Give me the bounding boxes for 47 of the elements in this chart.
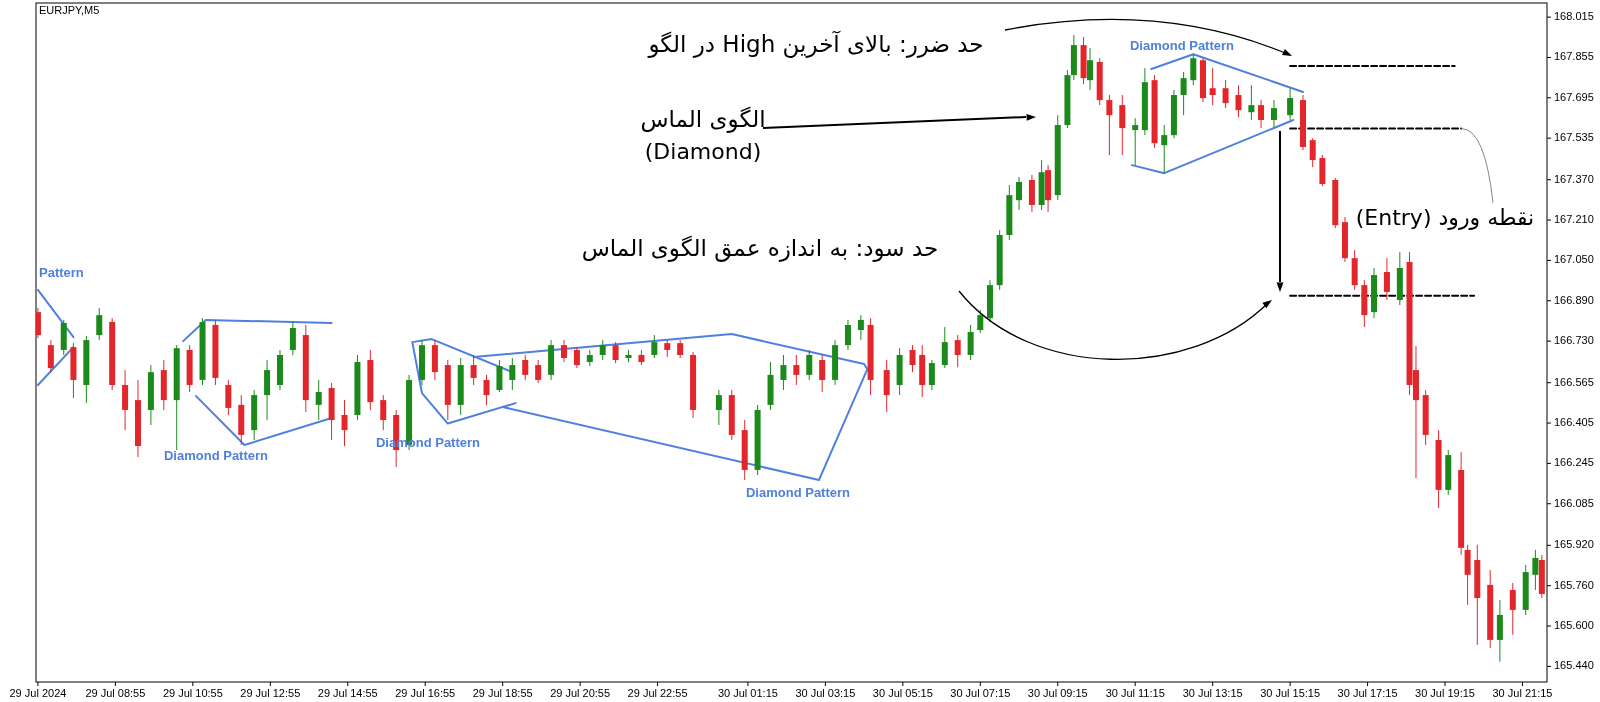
y-tick-label: 166.085: [1554, 496, 1594, 509]
x-tick-label: 29 Jul 10:55: [162, 687, 223, 699]
y-tick-label: 167.535: [1554, 131, 1594, 144]
annotation: Diamond Pattern: [1129, 38, 1235, 53]
x-tick-label: 29 Jul 12:55: [240, 687, 301, 699]
x-tick-label: 30 Jul 17:15: [1337, 687, 1398, 699]
annotation: EURJPY,M5: [39, 4, 100, 16]
x-tick-label: 30 Jul 19:15: [1415, 687, 1475, 699]
y-tick-label: 168.015: [1554, 10, 1594, 23]
y-tick-label: 167.210: [1554, 212, 1594, 225]
annotation: Diamond Pattern: [745, 485, 851, 500]
x-tick-label: 29 Jul 2024: [9, 687, 67, 699]
y-tick-label: 167.855: [1554, 50, 1594, 63]
x-tick-label: 30 Jul 09:15: [1027, 687, 1088, 699]
x-tick-label: 29 Jul 18:55: [472, 687, 533, 699]
x-tick-label: 29 Jul 14:55: [317, 687, 378, 699]
x-tick-label: 29 Jul 08:55: [85, 687, 146, 699]
x-tick-label: 30 Jul 07:15: [950, 687, 1011, 699]
x-tick-label: 30 Jul 15:15: [1260, 687, 1321, 699]
y-tick-label: 166.405: [1554, 415, 1594, 428]
y-tick-label: 167.050: [1554, 253, 1594, 266]
y-tick-label: 165.600: [1554, 618, 1594, 631]
x-tick-label: 30 Jul 11:15: [1105, 687, 1165, 699]
x-tick-label: 29 Jul 16:55: [395, 687, 456, 699]
x-tick-label: 29 Jul 20:55: [550, 687, 611, 699]
y-tick-label: 165.440: [1554, 659, 1594, 672]
x-tick-label: 30 Jul 05:15: [872, 687, 933, 699]
y-tick-label: 165.920: [1554, 538, 1594, 551]
x-tick-label: 30 Jul 21:15: [1492, 687, 1553, 699]
annotation: (Diamond): [644, 139, 762, 164]
x-tick-label: 30 Jul 01:15: [717, 687, 778, 699]
annotation: الگوی الماس: [640, 106, 766, 133]
y-tick-label: 165.760: [1554, 578, 1594, 591]
y-tick-label: 167.695: [1554, 90, 1594, 103]
y-tick-label: 167.370: [1554, 172, 1594, 185]
y-tick-label: 166.890: [1554, 293, 1594, 306]
annotation: حد ضرر: بالای آخرین High در الگو: [647, 30, 984, 58]
annotation: حد سود: به اندازه عمق الگوی الماس: [581, 235, 939, 262]
annotation: Diamond Pattern: [163, 448, 269, 463]
x-tick-label: 30 Jul 03:15: [795, 687, 856, 699]
y-tick-label: 166.565: [1554, 375, 1594, 388]
annotation: نقطه ورود (Entry): [1355, 205, 1535, 230]
y-tick-label: 166.730: [1554, 334, 1594, 347]
x-tick-label: 29 Jul 22:55: [627, 687, 688, 699]
annotation: Pattern: [39, 265, 84, 280]
y-tick-label: 166.245: [1554, 456, 1594, 469]
x-tick-label: 30 Jul 13:15: [1182, 687, 1243, 699]
